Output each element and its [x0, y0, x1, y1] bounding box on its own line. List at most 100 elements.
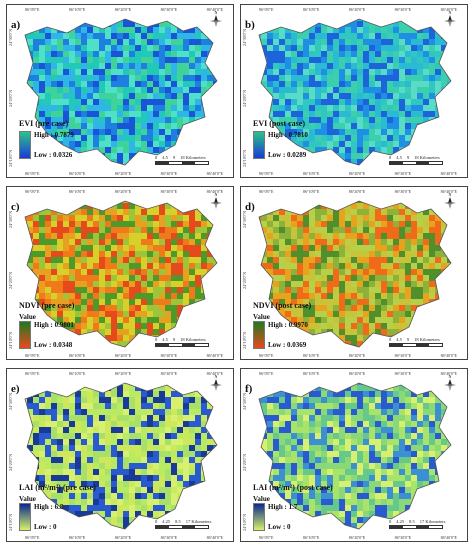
district-boundary	[258, 18, 452, 166]
top-axis-ticks: 86°0'0"E 86°10'0"E 86°20'0"E 86°30'0"E 86°40…	[25, 7, 223, 12]
left-axis-ticks: 24°30'0"N 24°20'0"N 24°10'0"N	[8, 393, 13, 531]
district-boundary	[258, 200, 452, 348]
scale-label: 9	[406, 155, 410, 160]
legend-color-ramp	[253, 131, 265, 159]
north-arrow-icon: N	[444, 374, 456, 391]
tick-label: 86°30'0"E	[160, 7, 178, 12]
tick-label: 86°30'0"E	[394, 7, 412, 12]
north-label: N	[215, 192, 218, 197]
district-boundary	[258, 382, 452, 530]
tick-label: 24°10'0"N	[242, 332, 247, 349]
legend-high: High : 0.9801	[34, 321, 74, 329]
top-axis-ticks: 86°0'0"E 86°10'0"E 86°20'0"E 86°30'0"E 86°40…	[25, 189, 223, 194]
map-raster	[258, 200, 452, 348]
tick-label: 24°20'0"N	[8, 89, 13, 107]
scale-label: 9	[172, 337, 176, 342]
tick-label: 86°30'0"E	[160, 371, 178, 376]
legend: LAI (m²/m²) (post case) Value High : 1.7…	[253, 483, 333, 531]
north-arrow-icon: N	[444, 10, 456, 27]
tick-label: 24°30'0"N	[8, 29, 13, 46]
tick-label: 24°10'0"N	[242, 150, 247, 167]
tick-label: 86°40'0"E	[206, 7, 223, 12]
left-axis-ticks: 24°30'0"N 24°20'0"N 24°10'0"N	[8, 211, 13, 349]
north-label: N	[449, 192, 452, 197]
map-raster	[24, 382, 218, 530]
legend-value-label: Value	[19, 495, 36, 503]
tick-label: 86°40'0"E	[206, 371, 223, 376]
tick-label: 86°0'0"E	[259, 353, 274, 358]
scale-bar-labels: 0 4.25 8.5 17 Kilometers	[389, 519, 445, 524]
scale-bar: 0 4.25 8.5 17 Kilometers	[389, 519, 445, 529]
tick-label: 86°10'0"E	[302, 353, 320, 358]
tick-label: 86°10'0"E	[302, 171, 320, 176]
legend-low: Low : 0	[268, 523, 291, 531]
tick-label: 24°20'0"N	[8, 271, 13, 289]
scale-label: 0	[389, 337, 392, 342]
map-panel-1: 86°0'0"E 86°10'0"E 86°20'0"E 86°30'0"E 86°40…	[6, 4, 234, 178]
scale-bar: 0 4.5 9 18 Kilometers	[155, 337, 209, 347]
tick-label: 86°10'0"E	[68, 353, 86, 358]
tick-label: 86°0'0"E	[25, 371, 40, 376]
legend-high: High : 0.7879	[34, 131, 74, 139]
tick-label: 86°40'0"E	[440, 189, 457, 194]
tick-label: 86°30'0"E	[394, 189, 412, 194]
legend-low: Low : 0.0369	[268, 341, 307, 349]
tick-label: 86°0'0"E	[259, 371, 274, 376]
map-raster	[258, 382, 452, 530]
tick-label: 86°20'0"E	[114, 371, 132, 376]
legend-title: NDVI (post case)	[253, 301, 312, 310]
scale-bar-labels: 0 4.5 9 18 Kilometers	[155, 155, 209, 160]
top-axis-ticks: 86°0'0"E 86°10'0"E 86°20'0"E 86°30'0"E 86°40…	[259, 7, 457, 12]
tick-label: 86°0'0"E	[25, 7, 40, 12]
legend-color-ramp	[253, 503, 265, 531]
legend-value-label: Value	[253, 495, 270, 503]
map-raster	[24, 200, 218, 348]
tick-label: 86°30'0"E	[394, 535, 412, 540]
scale-label: 4.25	[396, 519, 405, 524]
tick-label: 86°0'0"E	[259, 535, 274, 540]
scale-label: 9	[406, 337, 410, 342]
map-panel-2: 86°0'0"E 86°10'0"E 86°20'0"E 86°30'0"E 86°40…	[240, 4, 468, 178]
panel-label: b)	[245, 19, 255, 31]
scale-bar-labels: 0 4.5 9 18 Kilometers	[389, 337, 443, 342]
left-axis-ticks: 24°30'0"N 24°20'0"N 24°10'0"N	[242, 393, 247, 531]
top-axis-ticks: 86°0'0"E 86°10'0"E 86°20'0"E 86°30'0"E 86°40…	[259, 189, 457, 194]
panel-label: e)	[11, 383, 20, 395]
scale-bar-labels: 0 4.5 9 18 Kilometers	[155, 337, 209, 342]
legend: LAI (m²/m²) (pre case) Value High : 6.8 …	[19, 483, 96, 531]
legend-high: High : 0.9970	[268, 321, 308, 329]
bottom-axis-ticks: 86°0'0"E 86°10'0"E 86°20'0"E 86°30'0"E 86°40…	[259, 353, 457, 358]
map-raster	[24, 18, 218, 166]
tick-label: 86°20'0"E	[348, 535, 366, 540]
scale-label: 0	[389, 155, 392, 160]
north-label: N	[449, 374, 452, 379]
tick-label: 86°40'0"E	[440, 535, 457, 540]
scale-label: 17 Kilometers	[185, 519, 212, 524]
legend-color-ramp	[19, 321, 31, 349]
tick-label: 86°30'0"E	[394, 171, 412, 176]
scale-label: 4.25	[162, 519, 171, 524]
top-axis-ticks: 86°0'0"E 86°10'0"E 86°20'0"E 86°30'0"E 86°40…	[25, 371, 223, 376]
tick-label: 86°20'0"E	[114, 535, 132, 540]
left-axis-ticks: 24°30'0"N 24°20'0"N 24°10'0"N	[8, 29, 13, 167]
tick-label: 86°10'0"E	[68, 189, 86, 194]
north-arrow-icon: N	[210, 10, 222, 27]
scale-bar: 0 4.25 8.5 17 Kilometers	[155, 519, 211, 529]
district-boundary	[24, 200, 218, 348]
legend-color-ramp	[19, 503, 31, 531]
left-axis-ticks: 24°30'0"N 24°20'0"N 24°10'0"N	[242, 29, 247, 167]
tick-label: 24°20'0"N	[242, 453, 247, 471]
map-panel-3: 86°0'0"E 86°10'0"E 86°20'0"E 86°30'0"E 86°40…	[6, 186, 234, 360]
tick-label: 86°30'0"E	[394, 353, 412, 358]
tick-label: 24°20'0"N	[8, 453, 13, 471]
tick-label: 24°20'0"N	[242, 89, 247, 107]
legend-title: EVI (pre case)	[19, 119, 69, 128]
legend-value-label: Value	[19, 313, 36, 321]
tick-label: 24°30'0"N	[242, 29, 247, 46]
tick-label: 24°20'0"N	[242, 271, 247, 289]
scale-label: 18 Kilometers	[180, 155, 206, 160]
district-boundary	[24, 18, 218, 166]
north-label: N	[215, 374, 218, 379]
scale-label: 8.5	[409, 519, 415, 524]
tick-label: 24°10'0"N	[8, 150, 13, 167]
